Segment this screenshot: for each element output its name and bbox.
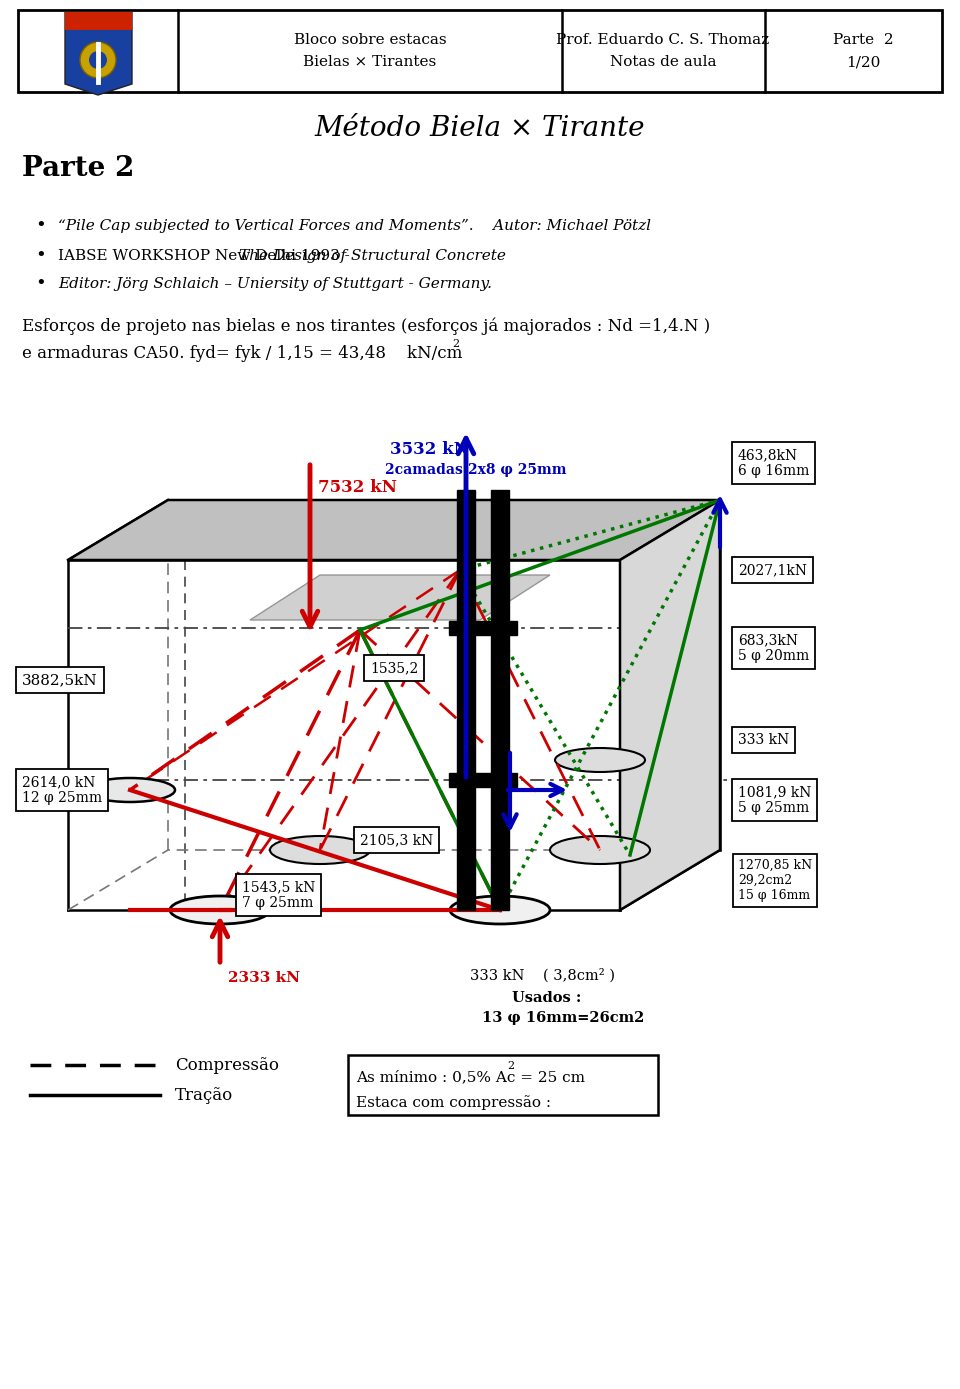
Polygon shape (250, 575, 550, 619)
Text: 7532 kN: 7532 kN (318, 478, 396, 496)
Text: 13 φ 16mm=26cm2: 13 φ 16mm=26cm2 (482, 1011, 644, 1025)
Text: 2: 2 (452, 339, 459, 349)
Text: 333 kN    ( 3,8cm² ): 333 kN ( 3,8cm² ) (470, 968, 615, 982)
Bar (348, 1056, 658, 1115)
Text: e armaduras CA50. fyd= fyk / 1,15 = 43,48    kN/cm: e armaduras CA50. fyd= fyk / 1,15 = 43,4… (22, 346, 463, 363)
Text: IABSE WORKSHOP New Delhi 1993 -: IABSE WORKSHOP New Delhi 1993 - (58, 249, 354, 263)
Text: 2camadas:2x8 φ 25mm: 2camadas:2x8 φ 25mm (385, 463, 566, 476)
Circle shape (80, 42, 116, 78)
Bar (449, 621, 517, 635)
Text: 1/20: 1/20 (846, 56, 880, 69)
Polygon shape (65, 13, 132, 94)
Text: Prof. Eduardo C. S. Thomaz: Prof. Eduardo C. S. Thomaz (557, 33, 770, 47)
Text: 2: 2 (507, 1061, 515, 1071)
Text: 3532 kN: 3532 kN (390, 442, 468, 458)
Text: Parte 2: Parte 2 (22, 154, 134, 182)
Text: •: • (35, 275, 46, 293)
Bar (449, 774, 517, 788)
Text: 3882,5kN: 3882,5kN (22, 674, 98, 688)
Text: The Design of Structural Concrete: The Design of Structural Concrete (239, 249, 506, 263)
Text: Compressão: Compressão (175, 1057, 279, 1074)
Text: Usados :: Usados : (512, 990, 582, 1006)
Text: As mínimo : 0,5% Ac = 25 cm: As mínimo : 0,5% Ac = 25 cm (356, 1070, 585, 1083)
Ellipse shape (170, 896, 270, 924)
Ellipse shape (550, 836, 650, 864)
Bar (18, 10, 942, 92)
Ellipse shape (555, 749, 645, 772)
Ellipse shape (85, 778, 175, 801)
Text: Estaca com compressão :: Estaca com compressão : (356, 1096, 551, 1110)
Text: Editor: Jörg Schlaich – Uniersity of Stuttgart - Germany.: Editor: Jörg Schlaich – Uniersity of Stu… (58, 276, 492, 292)
Text: Notas de aula: Notas de aula (610, 56, 716, 69)
Text: 683,3kN
5 φ 20mm: 683,3kN 5 φ 20mm (738, 633, 809, 663)
Ellipse shape (270, 836, 370, 864)
Text: 2105,3 kN: 2105,3 kN (360, 833, 433, 847)
Ellipse shape (450, 896, 550, 924)
Text: Bielas × Tirantes: Bielas × Tirantes (303, 56, 437, 69)
Text: 333 kN: 333 kN (738, 733, 789, 747)
Bar (65, 13, 132, 31)
Text: 1270,85 kN
29,2cm2
15 φ 16mm: 1270,85 kN 29,2cm2 15 φ 16mm (738, 858, 812, 901)
Text: Método Biela × Tirante: Método Biela × Tirante (315, 114, 645, 142)
Polygon shape (68, 500, 720, 560)
Circle shape (89, 51, 107, 69)
Text: 2333 kN: 2333 kN (228, 971, 300, 985)
Polygon shape (620, 500, 720, 910)
Text: 463,8kN
6 φ 16mm: 463,8kN 6 φ 16mm (738, 447, 809, 478)
Text: •: • (35, 247, 46, 265)
Text: 2614,0 kN
12 φ 25mm: 2614,0 kN 12 φ 25mm (22, 775, 102, 806)
Text: •: • (35, 217, 46, 235)
Text: 1535,2: 1535,2 (370, 661, 419, 675)
Text: Tração: Tração (175, 1086, 233, 1103)
Text: “Pile Cap subjected to Vertical Forces and Moments”.    Autor: Michael Pötzl: “Pile Cap subjected to Vertical Forces a… (58, 219, 651, 233)
Text: 2027,1kN: 2027,1kN (738, 563, 807, 576)
Bar (491, 490, 509, 910)
Bar (457, 490, 475, 910)
Text: 1081,9 kN
5 φ 25mm: 1081,9 kN 5 φ 25mm (738, 785, 811, 815)
Text: Bloco sobre estacas: Bloco sobre estacas (294, 33, 446, 47)
Text: Esforços de projeto nas bielas e nos tirantes (esforços já majorados : Nd =1,4.N: Esforços de projeto nas bielas e nos tir… (22, 317, 710, 335)
Text: Parte  2: Parte 2 (832, 33, 894, 47)
Text: 1543,5 kN
7 φ 25mm: 1543,5 kN 7 φ 25mm (242, 879, 316, 910)
